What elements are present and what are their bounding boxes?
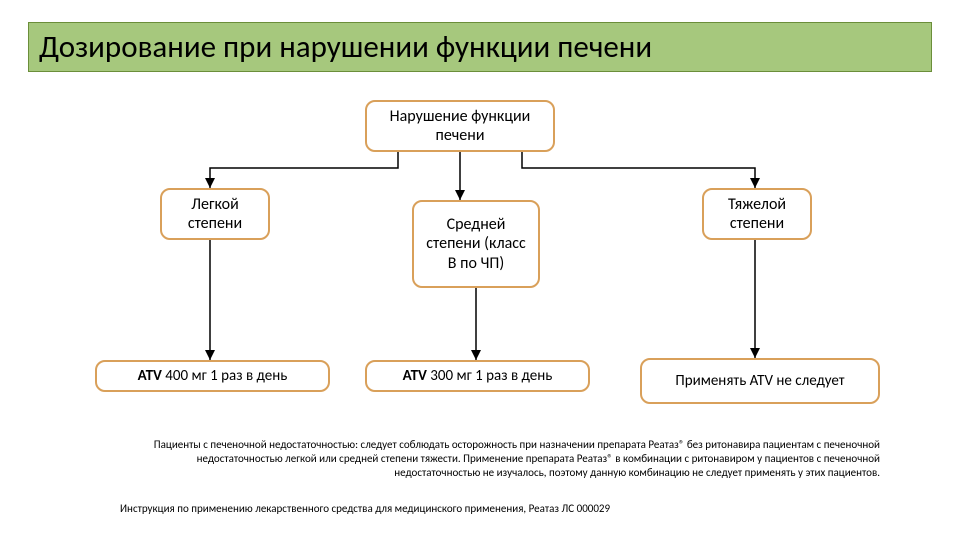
node-dose-mild: ATV 400 мг 1 раз в день [95, 360, 330, 392]
page-title: Дозирование при нарушении функции печени [39, 28, 652, 66]
node-severe-label: Тяжелой степени [712, 195, 802, 233]
node-dose-severe-label: Применять ATV не следует [675, 372, 844, 390]
footer-note: Пациенты с печеночной недостаточностью: … [120, 438, 880, 479]
node-mild: Легкой степени [160, 188, 270, 240]
node-moderate: Средней степени (класс B по ЧП) [412, 200, 540, 288]
node-dose-moderate-label: ATV 300 мг 1 раз в день [403, 367, 553, 385]
node-dose-moderate: ATV 300 мг 1 раз в день [365, 360, 590, 392]
slide: Дозирование при нарушении функции печени… [0, 0, 960, 540]
title-box: Дозирование при нарушении функции печени [28, 22, 932, 72]
footer-citation: Инструкция по применению лекарственного … [120, 502, 880, 515]
node-root: Нарушение функции печени [365, 100, 555, 152]
node-mild-label: Легкой степени [170, 195, 260, 233]
node-root-label: Нарушение функции печени [375, 107, 545, 145]
node-dose-mild-label: ATV 400 мг 1 раз в день [138, 367, 288, 385]
node-moderate-label: Средней степени (класс B по ЧП) [422, 215, 530, 273]
node-dose-severe: Применять ATV не следует [640, 358, 880, 404]
node-severe: Тяжелой степени [702, 188, 812, 240]
